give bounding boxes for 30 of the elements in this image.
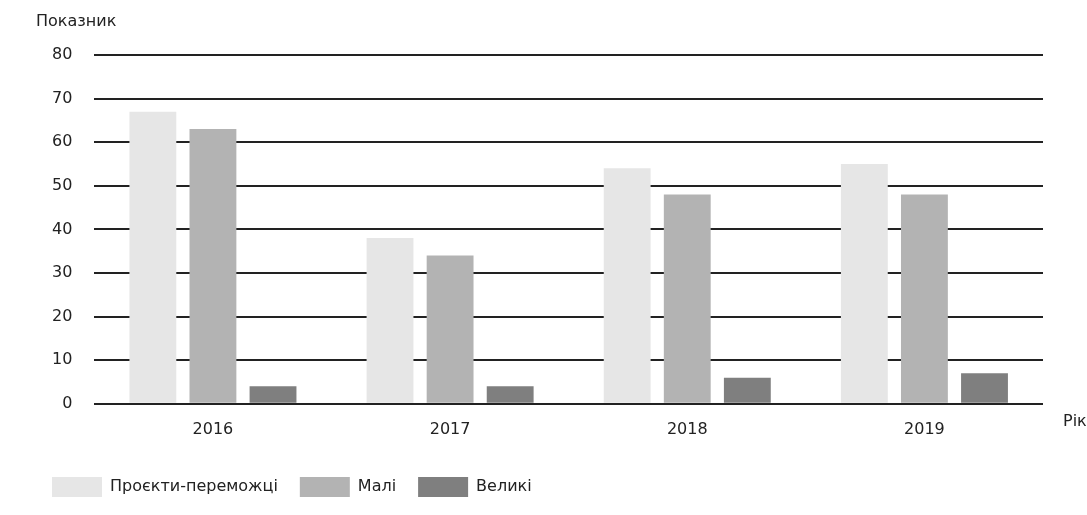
x-tick-label: 2018: [666, 418, 708, 438]
x-axis-title: Рік: [1063, 410, 1087, 430]
y-tick-label: 60: [52, 131, 73, 151]
y-tick-label: 30: [52, 262, 73, 282]
bar: [663, 194, 711, 403]
y-tick-label: 20: [52, 305, 73, 325]
y-tick-label: 40: [52, 218, 73, 238]
y-tick-label: 80: [52, 44, 73, 64]
legend-label: Проєкти-переможці: [110, 476, 278, 496]
bar: [486, 386, 534, 403]
bar: [840, 164, 888, 403]
y-axis-title: Показник: [36, 11, 117, 31]
x-tick-label: 2016: [192, 418, 234, 438]
bar: [723, 377, 771, 403]
bar: [189, 129, 237, 403]
bar: [961, 373, 1008, 403]
bar: [366, 238, 414, 403]
bar: [426, 255, 474, 403]
bar: [900, 194, 948, 403]
y-tick-label: 0: [62, 392, 73, 412]
bar: [603, 168, 651, 403]
y-tick-label: 10: [52, 349, 73, 369]
y-tick-label: 70: [52, 87, 73, 107]
x-tick-label: 2019: [904, 418, 945, 438]
x-tick-label: 2017: [429, 418, 471, 438]
legend-label: Малі: [357, 476, 397, 496]
legend-label: Великі: [476, 476, 532, 496]
bar: [129, 111, 177, 403]
bar: [249, 386, 297, 403]
y-tick-label: 50: [52, 174, 73, 194]
